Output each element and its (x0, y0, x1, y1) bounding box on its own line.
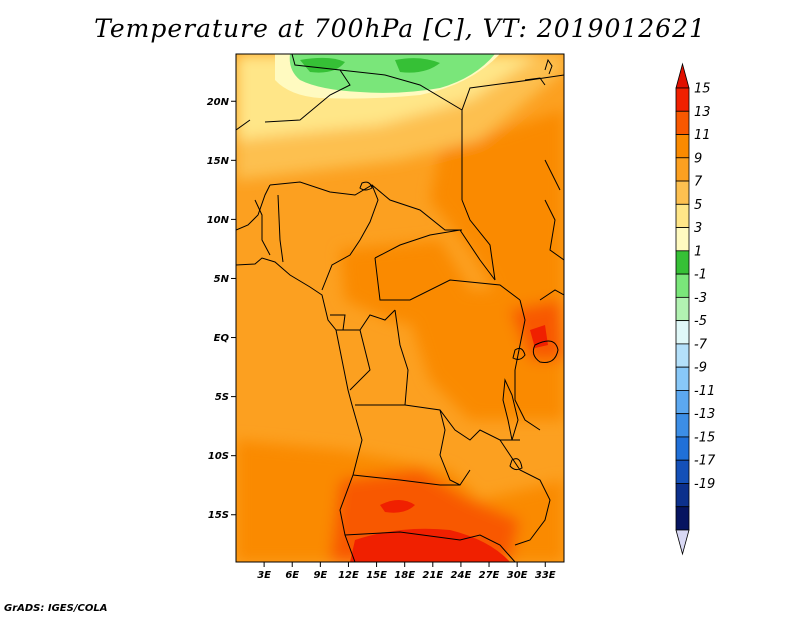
colorbar-label: -3 (694, 291, 707, 306)
lat-tick-label: 10S (208, 451, 229, 462)
lon-tick-label: 30E (507, 570, 528, 581)
colorbar-swatch (675, 273, 690, 298)
temperature-field (236, 54, 564, 562)
colorbar-swatch (675, 436, 690, 461)
lat-tick-label: 15N (207, 156, 230, 167)
colorbar-swatch (675, 320, 690, 345)
map-frame (235, 53, 565, 563)
chart-title: Temperature at 700hPa [C], VT: 201901262… (94, 14, 706, 43)
colorbar-label: -15 (694, 430, 715, 445)
lon-tick-label: 9E (313, 570, 327, 581)
colorbar-swatch (675, 366, 690, 391)
latitude-axis: 20N 15N 10N 5N EQ 5S 10S 15S (207, 97, 236, 521)
colorbar-swatch (675, 296, 690, 322)
colorbar: 15 13 11 9 7 5 3 1 -1 -3 -5 -7 -9 -11 -13 -15 -17 -19 (675, 62, 716, 556)
colorbar-label: 15 (694, 82, 711, 97)
colorbar-swatch (675, 227, 690, 252)
colorbar-swatch (675, 180, 690, 205)
colorbar-label: 1 (694, 244, 702, 259)
colorbar-swatch (675, 250, 690, 275)
colorbar-swatch (675, 110, 690, 135)
lat-tick-label: 5N (214, 274, 230, 285)
colorbar-label: -13 (694, 407, 715, 422)
colorbar-swatch (675, 87, 690, 112)
colorbar-swatch (675, 203, 690, 228)
lon-tick-label: 6E (285, 570, 299, 581)
lon-tick-label: 12E (338, 570, 359, 581)
grads-credit: GrADS: IGES/COLA (4, 603, 108, 614)
lon-tick-label: 21E (422, 570, 443, 581)
colorbar-label: -1 (694, 268, 707, 283)
colorbar-swatch (675, 157, 690, 182)
lon-tick-label: 3E (257, 570, 271, 581)
lat-tick-label: 15S (208, 510, 229, 521)
colorbar-label: 11 (694, 128, 711, 143)
colorbar-label: 7 (694, 175, 703, 190)
colorbar-label: -5 (694, 314, 707, 329)
lakes (359, 181, 559, 471)
colorbar-label: 5 (694, 198, 702, 213)
colorbar-top-arrow (675, 62, 690, 89)
country-borders (236, 54, 564, 562)
colorbar-swatch (675, 134, 690, 159)
lat-tick-label: EQ (214, 333, 230, 344)
colorbar-label: 9 (694, 151, 702, 166)
lat-tick-label: 5S (215, 392, 229, 403)
colorbar-swatch (675, 459, 690, 484)
longitude-axis: 3E 6E 9E 12E 15E 18E 21E 24E 27E 30E 33E (257, 562, 556, 581)
colorbar-label: -9 (694, 361, 707, 376)
colorbar-swatch (675, 413, 690, 438)
lon-tick-label: 27E (479, 570, 500, 581)
lat-tick-label: 10N (207, 215, 230, 226)
colorbar-swatch (675, 390, 690, 415)
lat-tick-label: 20N (207, 97, 230, 108)
colorbar-bottom-arrow (675, 529, 690, 556)
lon-tick-label: 33E (535, 570, 556, 581)
lon-tick-label: 18E (394, 570, 415, 581)
colorbar-label: -7 (694, 337, 708, 352)
colorbar-label: -19 (694, 477, 715, 492)
lon-tick-label: 24E (451, 570, 472, 581)
colorbar-label: 3 (694, 221, 702, 236)
colorbar-swatch (675, 343, 690, 368)
colorbar-swatch (675, 506, 690, 531)
lon-tick-label: 15E (366, 570, 387, 581)
colorbar-label: -17 (694, 454, 716, 469)
colorbar-label: -11 (694, 384, 715, 399)
colorbar-swatch (675, 483, 690, 508)
colorbar-label: 13 (694, 105, 711, 120)
